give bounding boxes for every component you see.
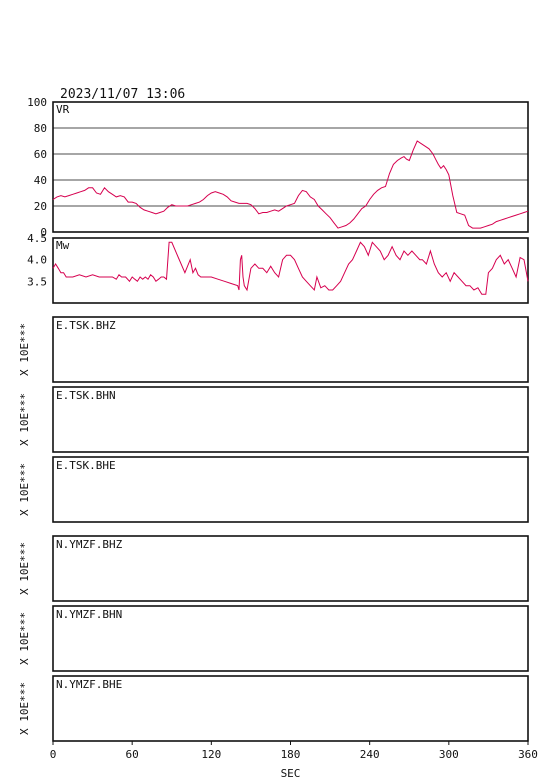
panel-frame xyxy=(52,605,529,672)
x-tick-label: 240 xyxy=(360,748,380,761)
amplitude-scale-label: X 10E*** xyxy=(18,393,31,446)
panel-1: 100 80 60 40 20 0 VR xyxy=(27,96,529,239)
x-axis: 0 60 120 180 240 300 360 SEC xyxy=(50,741,538,780)
panels: 100 80 60 40 20 0 VR 4.5 4.0 3.5 Mw E.TSK.BHZ X 10E*… xyxy=(18,96,529,742)
channel-label: E.TSK.BHE xyxy=(56,459,116,472)
panel-8: N.YMZF.BHE X 10E*** xyxy=(18,675,529,742)
y-tick-label: 100 xyxy=(27,96,47,109)
amplitude-scale-label: X 10E*** xyxy=(18,323,31,376)
channel-label: E.TSK.BHZ xyxy=(56,319,116,332)
y-tick-label: 20 xyxy=(34,200,47,213)
panel-2: 4.5 4.0 3.5 Mw xyxy=(27,232,529,304)
panel-5: E.TSK.BHE X 10E*** xyxy=(18,456,529,523)
panel-label: Mw xyxy=(56,239,70,252)
panel-frame xyxy=(52,101,529,233)
panel-frame xyxy=(52,386,529,453)
panel-frame xyxy=(52,237,529,304)
x-axis-label: SEC xyxy=(281,767,301,780)
channel-label: N.YMZF.BHE xyxy=(56,678,122,691)
x-tick-label: 60 xyxy=(126,748,139,761)
y-tick-label: 0 xyxy=(40,226,47,239)
panel-frame xyxy=(52,316,529,383)
panel-6: N.YMZF.BHZ X 10E*** xyxy=(18,535,529,602)
y-tick-label: 4.0 xyxy=(27,254,47,267)
channel-label: N.YMZF.BHZ xyxy=(56,538,123,551)
amplitude-scale-label: X 10E*** xyxy=(18,463,31,516)
timestamp: 2023/11/07 13:06 xyxy=(60,87,185,102)
series-line xyxy=(52,241,529,295)
series-line xyxy=(52,140,529,229)
channel-label: N.YMZF.BHN xyxy=(56,608,122,621)
y-tick-label: 80 xyxy=(34,122,47,135)
panel-label: VR xyxy=(56,103,70,116)
amplitude-scale-label: X 10E*** xyxy=(18,612,31,665)
panel-4: E.TSK.BHN X 10E*** xyxy=(18,386,529,453)
y-tick-label: 4.5 xyxy=(27,232,47,245)
y-tick-label: 60 xyxy=(34,148,47,161)
x-tick-label: 360 xyxy=(518,748,538,761)
y-tick-label: 40 xyxy=(34,174,47,187)
x-tick-label: 0 xyxy=(50,748,57,761)
x-tick-label: 300 xyxy=(439,748,459,761)
y-tick-label: 3.5 xyxy=(27,275,47,288)
panel-7: N.YMZF.BHN X 10E*** xyxy=(18,605,529,672)
x-tick-label: 120 xyxy=(201,748,221,761)
x-tick-label: 180 xyxy=(281,748,301,761)
panel-3: E.TSK.BHZ X 10E*** xyxy=(18,316,529,383)
panel-frame xyxy=(52,456,529,523)
panel-frame xyxy=(52,675,529,742)
amplitude-scale-label: X 10E*** xyxy=(18,542,31,595)
channel-label: E.TSK.BHN xyxy=(56,389,116,402)
panel-frame xyxy=(52,535,529,602)
amplitude-scale-label: X 10E*** xyxy=(18,682,31,735)
